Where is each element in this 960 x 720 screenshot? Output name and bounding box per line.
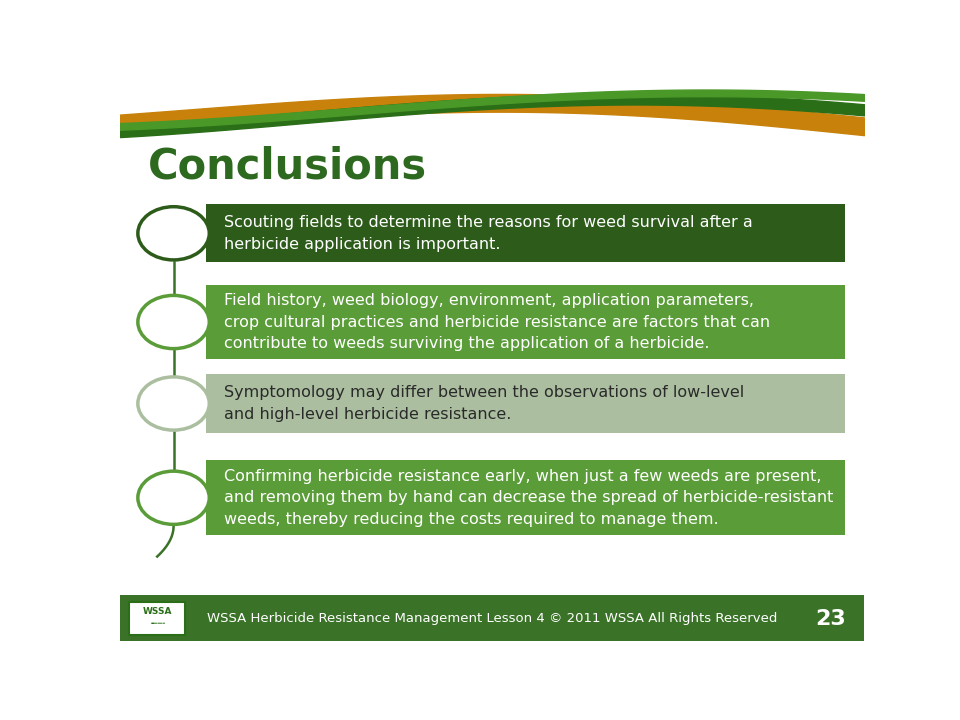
FancyBboxPatch shape bbox=[205, 284, 846, 359]
Text: Field history, weed biology, environment, application parameters,
crop cultural : Field history, weed biology, environment… bbox=[225, 293, 770, 351]
Text: Conclusions: Conclusions bbox=[148, 145, 427, 188]
FancyBboxPatch shape bbox=[129, 602, 184, 635]
Text: WSSA: WSSA bbox=[142, 608, 172, 616]
Text: WSSA Herbicide Resistance Management Lesson 4 © 2011 WSSA All Rights Reserved: WSSA Herbicide Resistance Management Les… bbox=[206, 612, 778, 625]
FancyBboxPatch shape bbox=[205, 374, 846, 433]
Circle shape bbox=[138, 207, 209, 260]
Text: Confirming herbicide resistance early, when just a few weeds are present,
and re: Confirming herbicide resistance early, w… bbox=[225, 469, 833, 527]
Circle shape bbox=[138, 295, 209, 348]
FancyBboxPatch shape bbox=[205, 460, 846, 535]
FancyBboxPatch shape bbox=[120, 595, 864, 641]
Circle shape bbox=[138, 377, 209, 430]
Text: 23: 23 bbox=[815, 608, 846, 629]
Text: Scouting fields to determine the reasons for weed survival after a
herbicide app: Scouting fields to determine the reasons… bbox=[225, 215, 753, 251]
FancyBboxPatch shape bbox=[205, 204, 846, 262]
Circle shape bbox=[138, 471, 209, 524]
Text: Symptomology may differ between the observations of low-level
and high-level her: Symptomology may differ between the obse… bbox=[225, 385, 744, 422]
Text: ══════: ══════ bbox=[150, 622, 165, 626]
